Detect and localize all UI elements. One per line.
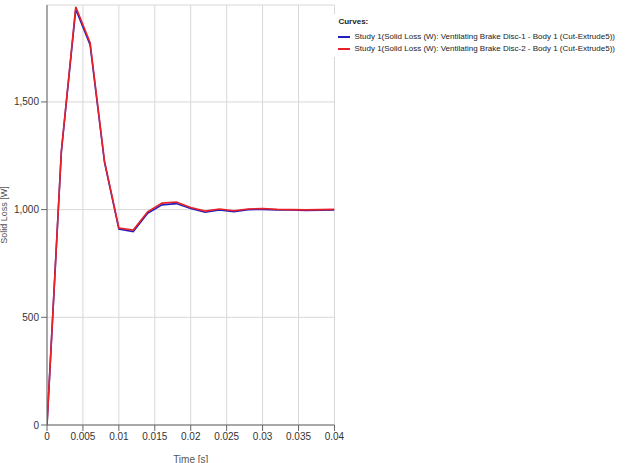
svg-text:0: 0: [33, 420, 39, 431]
svg-text:1,500: 1,500: [14, 96, 39, 107]
html-text:Study 1(Solid Loss (W): Ventil: Study 1(Solid Loss (W): Ventilating Brak…: [354, 32, 615, 41]
svg-text:0.025: 0.025: [214, 431, 239, 442]
svg-text:Solid Loss [W]: Solid Loss [W]: [8, 186, 9, 244]
svg-text:1,000: 1,000: [14, 204, 39, 215]
svg-text:500: 500: [22, 312, 39, 323]
svg-text:0.03: 0.03: [253, 431, 273, 442]
svg-text:0.005: 0.005: [70, 431, 95, 442]
svg-text:0.015: 0.015: [142, 431, 167, 442]
html-text:Study 1(Solid Loss (W): Ventil: Study 1(Solid Loss (W): Ventilating Brak…: [354, 44, 615, 53]
svg-text:0.035: 0.035: [286, 431, 311, 442]
svg-text:Time [s]: Time [s]: [173, 454, 208, 463]
svg-text:0.04: 0.04: [325, 431, 345, 442]
svg-text:0.01: 0.01: [109, 431, 129, 442]
svg-text:0.02: 0.02: [181, 431, 201, 442]
svg-text:0: 0: [44, 431, 50, 442]
html-text:Curves:: Curves:: [338, 17, 369, 26]
